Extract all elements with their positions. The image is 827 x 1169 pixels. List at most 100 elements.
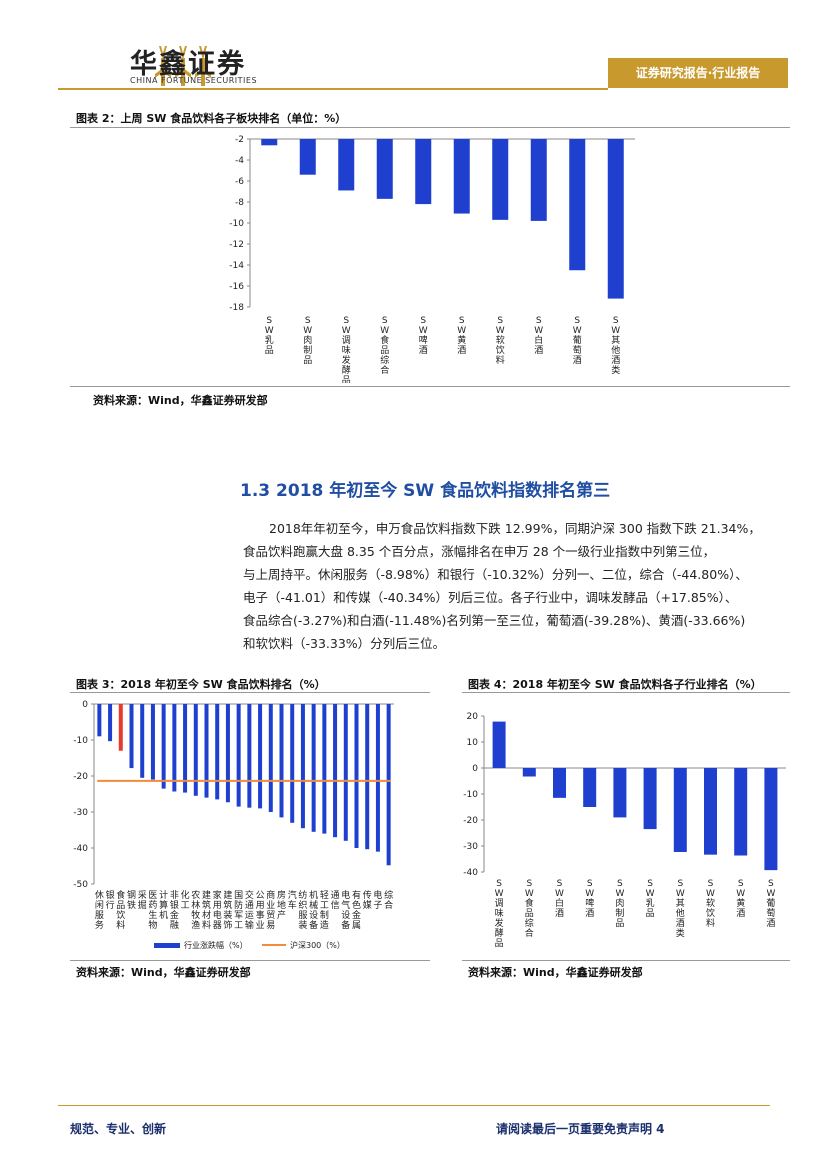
chart3-x-tick-label: 食品饮料 [116, 889, 125, 931]
chart3-x-tick-label: 银行 [106, 889, 115, 911]
chart3-bar [215, 704, 220, 800]
chart3-legend-label-industry: 行业涨跌幅（%） [184, 940, 248, 950]
chart3-bar [365, 704, 370, 850]
chart3-source: 资料来源：Wind，华鑫证券研发部 [76, 966, 251, 979]
chart4-bar [764, 768, 778, 871]
chart3-bar [108, 704, 113, 742]
chart3-x-tick-label: 农林牧渔 [191, 889, 200, 931]
chart2-bar [338, 139, 355, 191]
chart4-bar [522, 768, 536, 777]
chart3-legend-label-hs300: 沪深300（%） [290, 940, 345, 950]
chart3-bar [183, 704, 188, 793]
chart3-title: 图表 3：2018 年初至今 SW 食品饮料排名（%） [76, 678, 326, 691]
chart2-top-rule [70, 127, 790, 128]
chart3-x-tick-label: 汽车 [288, 889, 297, 911]
chart3-bar [268, 704, 273, 812]
chart4-y-tick-label: -10 [463, 790, 478, 800]
chart2-y-tick-label: -12 [229, 240, 244, 250]
chart3-x-tick-label: 交通运输 [245, 889, 254, 931]
chart4-plot: 20 10 0 -10 -20 -30 -40 S W 调味发酵品 S W 食品综合 S W 白酒 S W 啤酒 S W… [463, 712, 786, 949]
chart2-bar [453, 139, 470, 214]
chart3-bar [375, 704, 380, 852]
chart2-bottom-rule [70, 386, 790, 387]
chart2-bar [299, 139, 316, 175]
chart3-plot: 0 -10 -20 -30 -40 -50 休闲服务银行食品饮料钢铁采掘医药生物计算机非银金… [73, 700, 394, 950]
footer-rule [58, 1105, 770, 1106]
chart4-y-tick-label: -20 [463, 816, 478, 826]
paragraph-line-1: 2018年年初至今，申万食品饮料指数下跌 12.99%，同期沪深 300 指数下… [269, 521, 761, 536]
chart2-plot: -2 -4 -6 -8 -10 -12 -14 -16 -18 S W 乳品 S W 肉制品 S W 调味发酵品 S… [229, 135, 635, 383]
chart2-bar [607, 139, 624, 299]
footer-motto: 规范、专业、创新 [70, 1122, 167, 1136]
chart4-top-rule [462, 692, 790, 693]
chart3-x-tick-label: 传媒 [363, 889, 372, 911]
chart2-source: 资料来源：Wind，华鑫证券研发部 [93, 394, 268, 407]
chart3-x-tick-label: 国防军工 [234, 890, 243, 931]
chart3-x-tick-label: 有色金属 [352, 889, 361, 931]
paragraph-line-5: 食品综合(-3.27%)和白酒(-11.48%)名列第一至三位，葡萄酒(-39.… [243, 613, 746, 628]
chart4-y-tick-label: 10 [467, 738, 479, 748]
logo-subtitle: CHINA FORTUNE SECURITIES [130, 76, 258, 85]
chart4-bar [734, 768, 748, 856]
chart3-y-tick-label: 0 [82, 700, 88, 710]
chart2-x-tick-label: S W 葡萄酒 [573, 316, 582, 366]
chart2-bar [492, 139, 509, 220]
logo-icon [155, 46, 211, 86]
chart4-source: 资料来源：Wind，华鑫证券研发部 [468, 966, 643, 979]
chart2-bar [530, 139, 547, 221]
chart3-x-tick-label: 非银金融 [170, 889, 179, 931]
chart4-title: 图表 4：2018 年初至今 SW 食品饮料各子行业排名（%） [468, 678, 762, 691]
chart3-bar [386, 704, 391, 866]
chart3-x-tick-label: 休闲服务 [95, 889, 104, 931]
chart3-y-tick-label: -30 [73, 808, 88, 818]
chart4-bar [583, 768, 597, 807]
chart3-x-tick-label: 计算机 [159, 889, 168, 921]
chart3-bar [140, 704, 145, 778]
chart2-y-tick-label: -14 [229, 261, 244, 271]
chart3-bar [247, 704, 252, 808]
chart2-y-tick-label: -6 [235, 177, 244, 187]
chart4-bar [643, 768, 657, 830]
chart3-y-tick-label: -50 [73, 880, 88, 890]
chart3-x-tick-label: 综合 [384, 889, 393, 911]
chart2-y-tick-label: -16 [229, 282, 244, 292]
chart2-bar [261, 139, 278, 146]
section-title: 1.3 2018 年初至今 SW 食品饮料指数排名第三 [240, 481, 611, 501]
chart3-bar [236, 704, 241, 807]
footer-disclaimer-page: 请阅读最后一页重要免责声明 4 [496, 1122, 665, 1136]
chart2-x-tick-label: S W 乳品 [265, 316, 274, 356]
chart3-bar [279, 704, 284, 818]
chart3-bottom-rule [70, 960, 430, 961]
paragraph-line-4: 电子（-41.01）和传媒（-40.34%）列后三位。各子行业中，调味发酵品（+… [243, 590, 738, 605]
chart2-bar [569, 139, 586, 271]
chart2-y-tick-label: -10 [229, 219, 244, 229]
chart3-bar [258, 704, 263, 809]
chart3-bar [193, 704, 198, 796]
chart3-bar [204, 704, 209, 798]
chart4-x-tick-label: S W 软饮料 [706, 879, 715, 929]
chart2-y-tick-label: -4 [235, 156, 244, 166]
chart3-bar [172, 704, 177, 792]
chart4-x-tick-label: S W 乳品 [646, 879, 655, 919]
chart4-bar [492, 721, 506, 768]
chart2-bar [376, 139, 393, 199]
chart4-bar [613, 768, 627, 818]
chart3-bar [225, 704, 230, 803]
paragraph-line-6: 和软饮料（-33.33%）分列后三位。 [243, 636, 446, 651]
chart3-bar [343, 704, 348, 841]
chart3-x-tick-label: 建筑装饰 [223, 889, 232, 931]
chart3-x-tick-label: 家用电器 [213, 889, 222, 931]
chart4-bar [553, 768, 566, 798]
chart4-x-tick-label: S W 其他酒类 [676, 879, 685, 939]
paragraph-line-2: 食品饮料跑赢大盘 8.35 个百分点，涨幅排名在申万 28 个一级行业指数中列第… [243, 544, 716, 559]
chart3-x-tick-label: 机械设备 [309, 889, 318, 931]
chart3-x-tick-label: 医药生物 [148, 890, 157, 931]
header-rule [58, 88, 608, 90]
chart3-x-tick-label: 轻工制造 [320, 889, 329, 931]
chart2-x-tick-label: S W 软饮料 [496, 316, 505, 366]
chart4-y-tick-label: 20 [467, 712, 479, 722]
chart4-x-tick-label: S W 食品综合 [525, 879, 534, 939]
chart3-bar [311, 704, 316, 832]
chart4-x-tick-label: S W 葡萄酒 [766, 879, 775, 929]
chart3-x-tick-label: 化工 [181, 889, 190, 911]
